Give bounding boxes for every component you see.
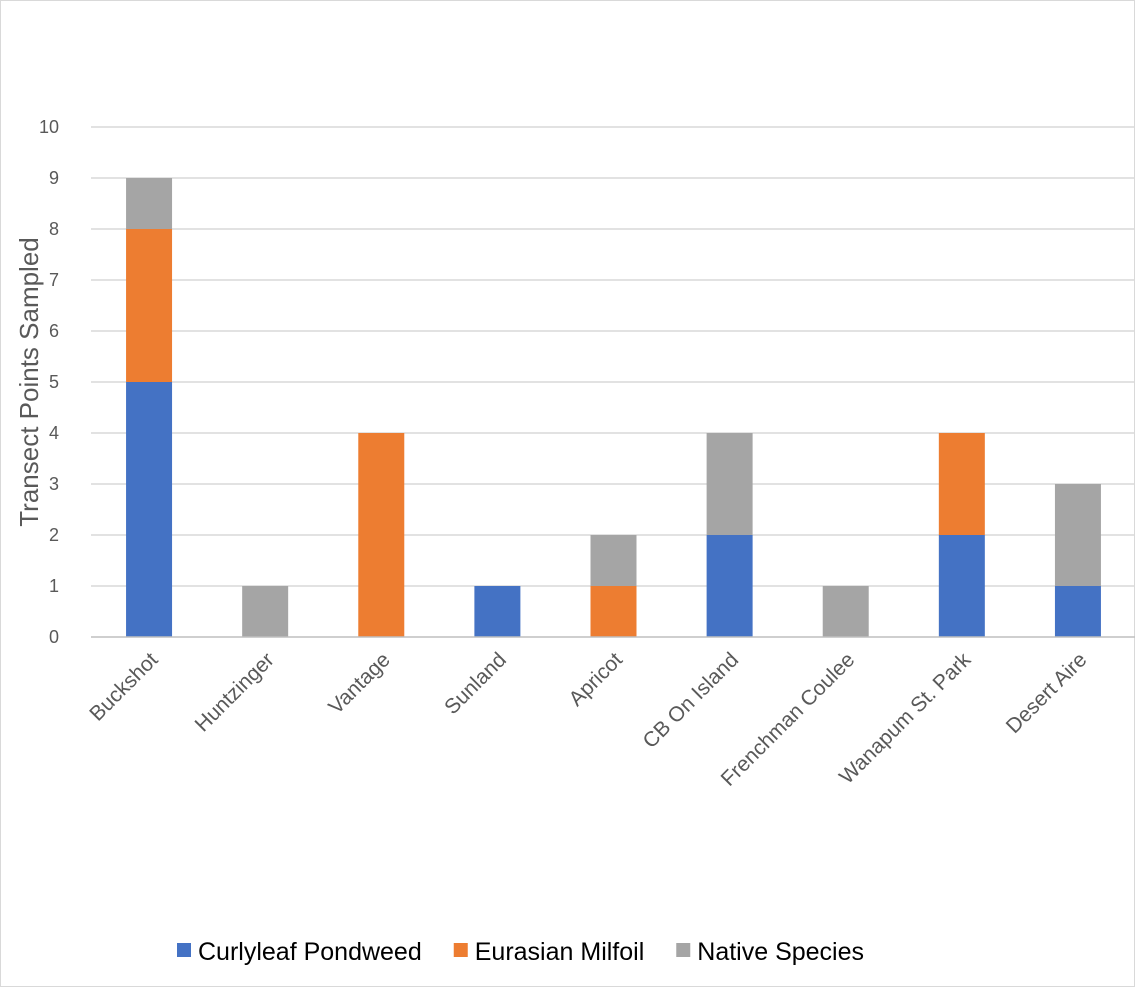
- x-category-label: Buckshot: [85, 648, 162, 725]
- y-tick-label: 3: [49, 474, 59, 494]
- bar-segment: [242, 586, 289, 637]
- bar-segment: [706, 433, 753, 535]
- x-category-label: Vantage: [324, 648, 394, 718]
- x-category-label: Huntzinger: [191, 648, 279, 736]
- x-category-label: Sunland: [440, 648, 511, 719]
- bar-segment: [358, 433, 405, 637]
- x-category-label: Wanapum St. Park: [835, 648, 976, 789]
- y-tick-label: 1: [49, 576, 59, 596]
- bar-segment: [938, 535, 985, 637]
- legend-label: Curlyleaf Pondweed: [198, 938, 422, 966]
- bar-segment: [126, 229, 173, 382]
- legend-swatch: [177, 943, 191, 957]
- bar-segment: [822, 586, 869, 637]
- y-axis-tick-labels: 0 1 2 3 4 5 6 7 8 9 10: [39, 117, 59, 647]
- legend-swatch: [676, 943, 691, 957]
- y-tick-label: 5: [49, 372, 59, 392]
- bar-segment: [474, 586, 521, 637]
- x-axis-category-labels: Buckshot Huntzinger Vantage Sunland Apricot C…: [85, 648, 1091, 791]
- y-tick-label: 4: [49, 423, 59, 443]
- legend-label: Native Species: [697, 938, 864, 966]
- bar-segment: [1054, 484, 1101, 586]
- bar-segment: [938, 433, 985, 535]
- y-axis-title: Transect Points Sampled: [14, 237, 44, 527]
- bar-segment: [126, 178, 173, 229]
- bar-segment: [590, 535, 637, 586]
- gridlines: [91, 126, 1135, 587]
- x-category-label: CB On Island: [639, 648, 744, 753]
- legend-swatch: [453, 943, 468, 957]
- legend-label: Eurasian Milfoil: [475, 938, 645, 966]
- y-tick-label: 6: [49, 321, 59, 341]
- y-tick-label: 8: [49, 219, 59, 239]
- x-category-label: Apricot: [565, 648, 628, 711]
- y-tick-label: 0: [49, 627, 59, 647]
- bar-segment: [590, 586, 637, 637]
- y-tick-label: 10: [39, 117, 59, 137]
- bars: [126, 178, 1101, 637]
- bar-segment: [706, 535, 753, 637]
- y-tick-label: 7: [49, 270, 59, 290]
- bar-segment: [126, 382, 173, 637]
- y-tick-label: 2: [49, 525, 59, 545]
- bar-segment: [1054, 586, 1101, 637]
- legend: Curlyleaf Pondweed Eurasian Milfoil Native…: [177, 938, 864, 966]
- x-category-label: Desert Aire: [1002, 648, 1092, 738]
- y-tick-label: 9: [49, 168, 59, 188]
